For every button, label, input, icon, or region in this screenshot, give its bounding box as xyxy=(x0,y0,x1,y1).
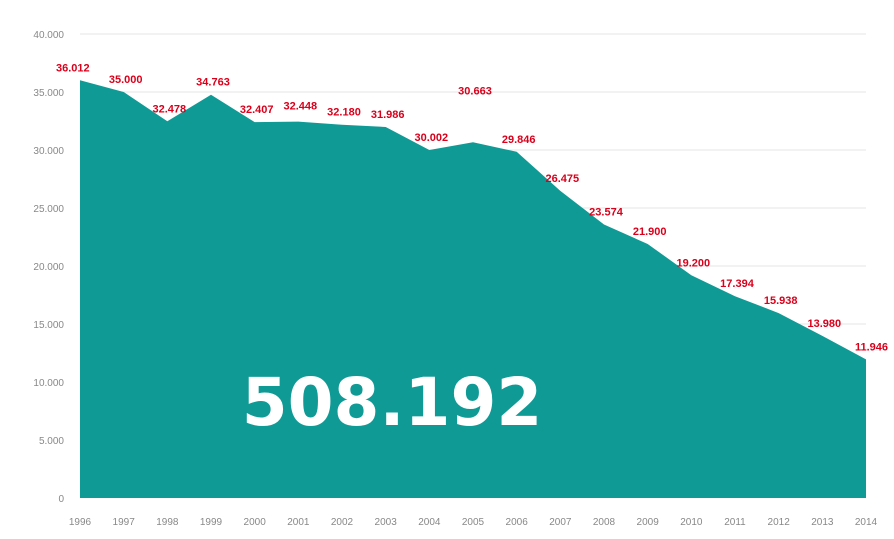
x-tick-label-2010: 2010 xyxy=(680,517,703,528)
x-tick-label-2012: 2012 xyxy=(768,517,791,528)
data-label-2009: 21.900 xyxy=(633,226,667,238)
x-tick-label-2011: 2011 xyxy=(724,517,746,528)
area-fill xyxy=(80,80,866,498)
x-axis-ticks: 1996 1997 1998 1999 2000 2001 2002 2003 2004 2005… xyxy=(69,517,878,528)
data-label-1998: 32.478 xyxy=(153,103,187,115)
data-label-2013: 13.980 xyxy=(808,318,842,330)
x-tick-label-2002: 2002 xyxy=(331,517,354,528)
data-label-2008: 23.574 xyxy=(589,207,624,219)
y-tick-label-3: 15.000 xyxy=(33,320,64,331)
data-label-2011: 17.394 xyxy=(720,278,755,290)
data-label-2010: 19.200 xyxy=(677,257,711,269)
y-tick-label-5: 25.000 xyxy=(33,204,64,215)
x-tick-label-2005: 2005 xyxy=(462,517,485,528)
data-label-2014: 11.946 xyxy=(855,341,888,353)
x-tick-label-2006: 2006 xyxy=(506,517,529,528)
data-label-1996: 36.012 xyxy=(56,62,90,74)
data-label-2003: 31.986 xyxy=(371,109,405,121)
y-tick-label-6: 30.000 xyxy=(33,146,64,157)
x-tick-label-2007: 2007 xyxy=(549,517,572,528)
x-tick-label-1998: 1998 xyxy=(156,517,179,528)
data-label-1997: 35.000 xyxy=(109,74,143,86)
total-value: 508.192 xyxy=(242,364,543,441)
y-tick-label-7: 35.000 xyxy=(33,88,64,99)
x-tick-label-2013: 2013 xyxy=(811,517,834,528)
y-tick-label-2: 10.000 xyxy=(33,378,64,389)
data-label-2000: 32.407 xyxy=(240,104,274,116)
data-label-2012: 15.938 xyxy=(764,295,798,307)
data-label-2002: 32.180 xyxy=(327,107,361,119)
x-tick-label-1997: 1997 xyxy=(113,517,136,528)
data-label-2006: 29.846 xyxy=(502,134,536,146)
x-tick-label-2014: 2014 xyxy=(855,517,878,528)
x-tick-label-2003: 2003 xyxy=(375,517,398,528)
x-tick-label-1999: 1999 xyxy=(200,517,223,528)
y-tick-label-0: 0 xyxy=(58,494,64,505)
y-axis-ticks: 0 5.000 10.000 15.000 20.000 25.000 30.000 35.0… xyxy=(33,30,64,505)
x-tick-label-2009: 2009 xyxy=(637,517,660,528)
y-tick-label-8: 40.000 xyxy=(33,30,64,41)
data-label-1999: 34.763 xyxy=(196,77,230,89)
x-tick-label-2004: 2004 xyxy=(418,517,441,528)
data-label-2001: 32.448 xyxy=(284,101,318,113)
y-tick-label-4: 20.000 xyxy=(33,262,64,273)
x-tick-label-2001: 2001 xyxy=(287,517,310,528)
y-tick-label-1: 5.000 xyxy=(39,436,64,447)
data-labels: 36.012 35.000 32.478 34.763 32.407 32.448 32.1… xyxy=(56,62,888,353)
data-label-2007: 26.475 xyxy=(546,173,580,185)
x-tick-label-2000: 2000 xyxy=(244,517,267,528)
data-label-2004: 30.002 xyxy=(415,132,449,144)
area-series xyxy=(80,80,866,498)
x-tick-label-2008: 2008 xyxy=(593,517,616,528)
x-tick-label-1996: 1996 xyxy=(69,517,92,528)
data-label-2005: 30.663 xyxy=(458,85,492,97)
